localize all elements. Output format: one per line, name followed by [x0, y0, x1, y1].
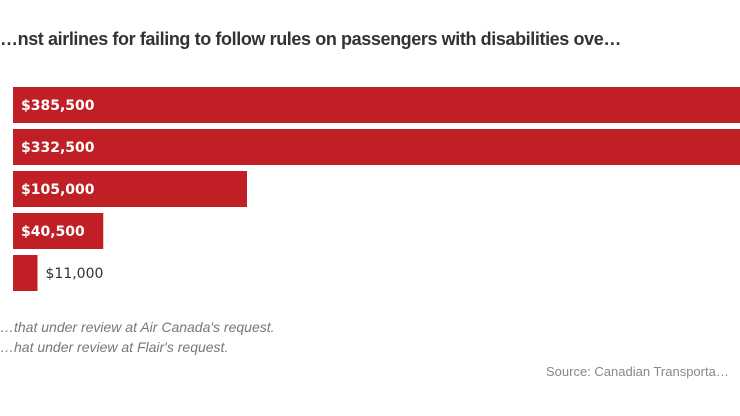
source-note: Source: Canadian Transporta…: [546, 364, 729, 379]
chart-title: …nst airlines for failing to follow rule…: [0, 29, 621, 49]
bar: [13, 129, 740, 165]
bar-value-label: $105,000: [21, 182, 95, 198]
bar-value-label: $332,500: [21, 140, 95, 156]
bar: [13, 213, 104, 249]
bar-value-label: $385,500: [21, 98, 95, 114]
bar-chart: $385,500 $332,500 $105,000 $40,500 $11,000: [13, 87, 740, 291]
bar-value-label: $40,500: [21, 224, 85, 240]
bar: [13, 255, 38, 291]
bar: [13, 171, 247, 207]
bar: [13, 87, 740, 123]
bar-value-label: $11,000: [46, 266, 104, 282]
footnote-2: …hat under review at Flair's request.: [0, 339, 229, 355]
footnote-1: …that under review at Air Canada's reque…: [0, 319, 275, 335]
